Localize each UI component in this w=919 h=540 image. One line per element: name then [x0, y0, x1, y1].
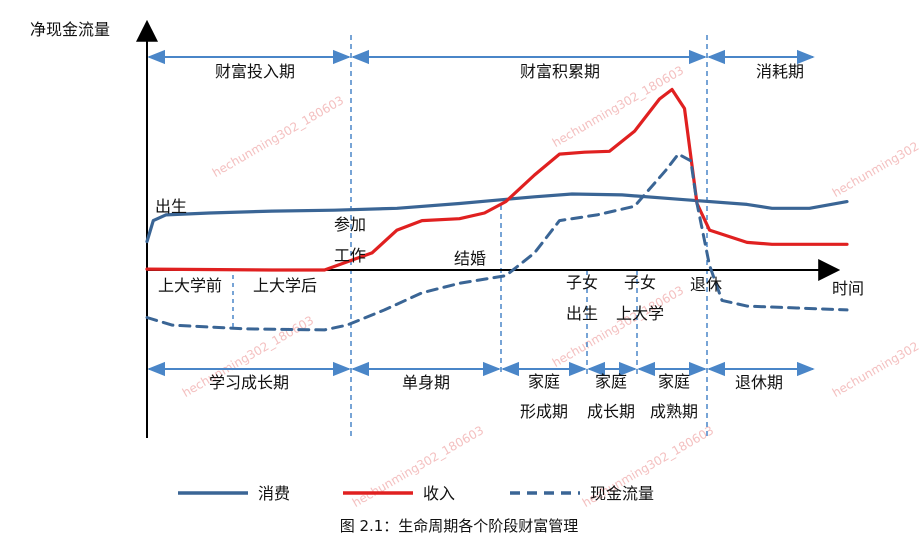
event-label: 结婚: [454, 249, 486, 268]
chart-caption: 图 2.1：生命周期各个阶段财富管理: [340, 517, 579, 535]
event-label: 上大学前: [158, 276, 222, 295]
phase-dividers: [350, 35, 708, 438]
bottom-phase-label: 形成期: [520, 402, 568, 421]
series-line: [145, 87, 849, 272]
series-line: [145, 152, 849, 332]
y-axis-label: 净现金流量: [30, 20, 110, 39]
bottom-phase-label: 成长期: [587, 402, 635, 421]
bottom-phase-label: 学习成长期: [209, 373, 289, 392]
legend-label: 收入: [423, 484, 455, 503]
bottom-phase-label: 家庭: [528, 372, 560, 391]
watermark-text: hechunming302_180603: [210, 93, 346, 180]
bottom-phase-label: 成熟期: [650, 402, 698, 421]
event-label: 出生: [155, 197, 187, 216]
event-label: 退休: [690, 275, 722, 294]
series-line: [145, 192, 849, 244]
bottom-phase-label: 单身期: [402, 373, 450, 392]
top-phase-label: 财富投入期: [215, 62, 295, 81]
watermark-text: hechunming302_180603: [830, 313, 919, 400]
legend-label: 消费: [258, 484, 290, 503]
legend: 消费 收入 现金流量: [178, 484, 654, 503]
bottom-phase-label: 退休期: [735, 373, 783, 392]
event-label: 工作: [334, 246, 366, 265]
bottom-phase-label: 家庭: [658, 372, 690, 391]
top-phase-label: 消耗期: [756, 62, 804, 81]
watermark-text: hechunming302_180603: [830, 113, 919, 200]
event-label: 参加: [334, 215, 366, 234]
event-label: 上大学后: [253, 276, 317, 295]
top-phase-label: 财富积累期: [520, 62, 600, 81]
watermark-text: hechunming302_180603: [350, 423, 486, 510]
event-label: 子女: [566, 273, 598, 292]
event-label: 出生: [566, 304, 598, 323]
watermark-text: hechunming302_180603: [550, 283, 686, 370]
event-label: 子女: [624, 273, 656, 292]
event-label: 上大学: [616, 304, 664, 323]
series-lines: [145, 87, 849, 332]
bottom-phase-label: 家庭: [595, 372, 627, 391]
legend-label: 现金流量: [590, 484, 654, 503]
x-axis-label: 时间: [832, 279, 864, 298]
